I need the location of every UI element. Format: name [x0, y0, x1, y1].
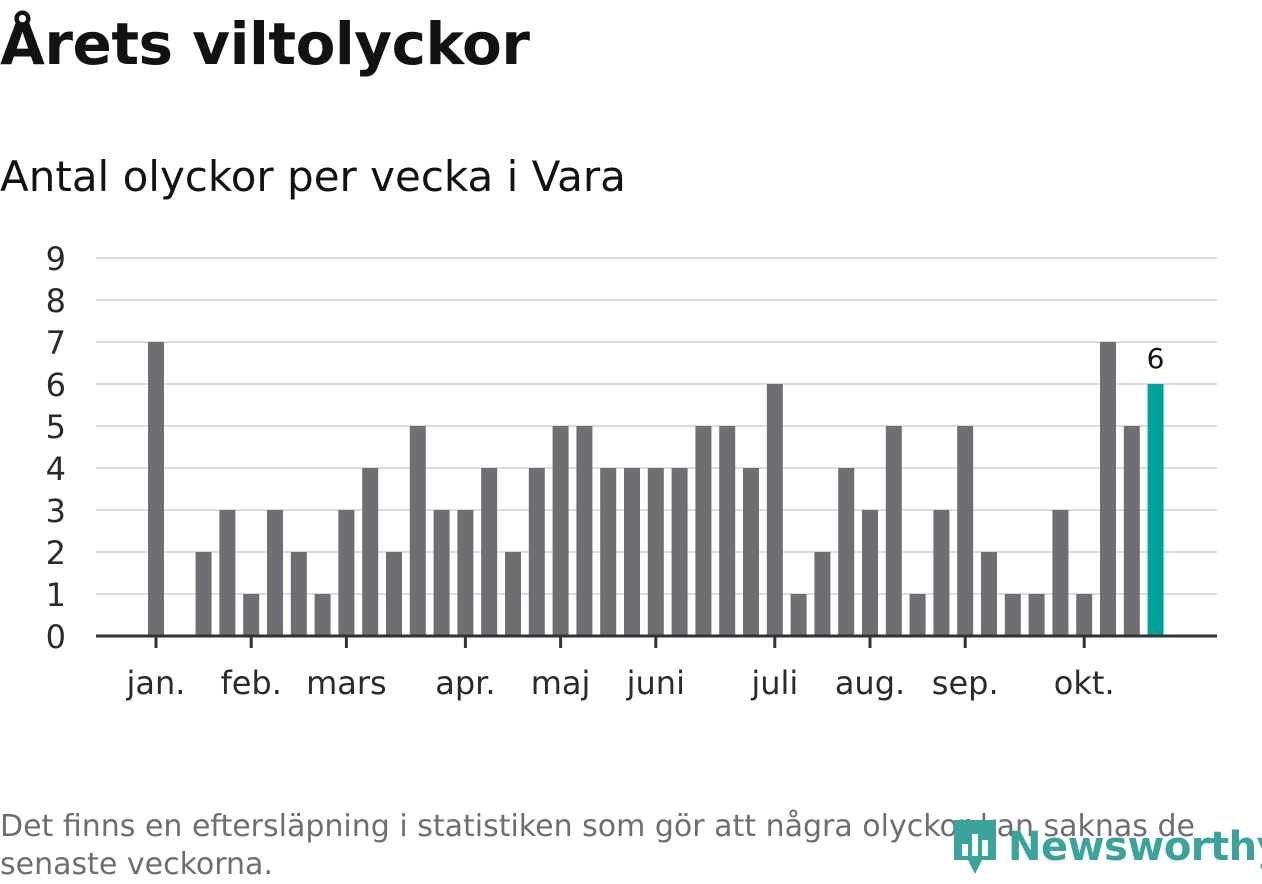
bar: [243, 594, 260, 636]
bar-chart: 0 1 2 3 4 5 6 7 8 9 jan. feb. mars apr. maj juni juli au…: [46, 240, 1217, 702]
bar: [885, 426, 902, 636]
y-tick-label: 2: [46, 534, 66, 572]
bar: [647, 468, 664, 636]
bar: [195, 552, 212, 636]
y-tick-label: 0: [46, 618, 66, 656]
bar: [1052, 510, 1069, 636]
chart-title: Årets viltolyckor: [0, 10, 530, 78]
y-tick-label: 6: [46, 366, 66, 404]
bar: [743, 468, 759, 636]
y-tick-label: 3: [46, 492, 66, 530]
highlight-bar: [1147, 384, 1164, 636]
bar: [981, 552, 997, 636]
bar: [957, 426, 974, 636]
bar: [1076, 594, 1093, 636]
x-tick-label: aug.: [835, 664, 905, 702]
bar-chart-pin-icon: [954, 820, 996, 874]
bar: [933, 510, 950, 636]
bar: [838, 468, 855, 636]
x-tick-label: feb.: [220, 664, 281, 702]
bar: [1100, 342, 1116, 636]
bar: [576, 426, 593, 636]
bar: [505, 552, 521, 636]
bar: [671, 468, 688, 636]
bar: [338, 510, 355, 636]
y-tick-label: 5: [46, 408, 66, 446]
logo-text: Newsworthy: [1008, 824, 1262, 870]
newsworthy-logo: Newsworthy: [950, 816, 1262, 878]
bar: [457, 510, 474, 636]
bar: [267, 510, 283, 636]
bar: [790, 594, 807, 636]
x-tick-label: mars: [306, 664, 387, 702]
x-tick-label: juli: [750, 664, 798, 702]
x-tick-label: okt.: [1054, 664, 1115, 702]
bar: [314, 594, 331, 636]
y-tick-label: 9: [46, 240, 66, 278]
bar: [624, 468, 640, 636]
highlight-value-label: 6: [1147, 342, 1165, 375]
bar: [695, 426, 712, 636]
bar: [1004, 594, 1021, 636]
bar: [719, 426, 736, 636]
x-tick-label: sep.: [932, 664, 999, 702]
bar: [219, 510, 236, 636]
y-tick-label: 1: [46, 576, 66, 614]
bar: [528, 468, 545, 636]
bar: [1123, 426, 1140, 636]
bar: [481, 468, 498, 636]
bar: [766, 384, 783, 636]
bar: [600, 468, 617, 636]
bar: [386, 552, 402, 636]
bar: [362, 468, 379, 636]
x-tick-label: maj: [531, 664, 591, 702]
bar: [409, 426, 426, 636]
bar: [909, 594, 926, 636]
y-tick-label: 8: [46, 282, 66, 320]
x-tick-label: juni: [626, 664, 685, 702]
x-tick-label: jan.: [126, 664, 186, 702]
bar: [862, 510, 878, 636]
chart-subtitle: Antal olyckor per vecka i Vara: [0, 152, 626, 201]
bar: [1028, 594, 1045, 636]
y-tick-label: 4: [46, 450, 66, 488]
bar: [290, 552, 307, 636]
bar: [814, 552, 831, 636]
x-tick-label: apr.: [435, 664, 495, 702]
y-tick-label: 7: [46, 324, 66, 362]
bar: [148, 342, 164, 636]
bar: [552, 426, 569, 636]
bar: [433, 510, 450, 636]
